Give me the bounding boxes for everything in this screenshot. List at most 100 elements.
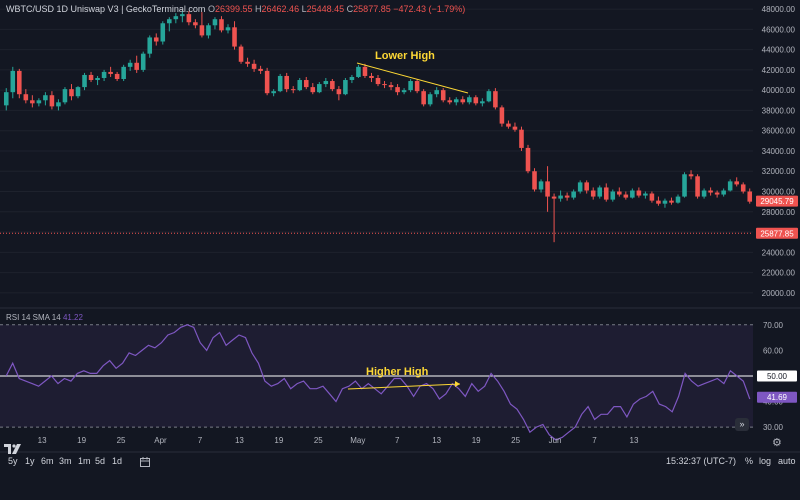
candle [186, 11, 192, 26]
candle-body [3, 92, 9, 106]
candle-body [199, 25, 205, 36]
candle-body [323, 81, 329, 85]
close-value: 25877.85 [353, 4, 391, 14]
range-1y-button[interactable]: 1y [25, 456, 35, 466]
calendar-icon[interactable] [140, 457, 150, 467]
time-tick-label: May [350, 436, 365, 445]
candle-body [193, 22, 198, 26]
candle-body [747, 191, 753, 202]
candle-body [434, 90, 439, 95]
candle-body [656, 200, 661, 204]
candle [493, 88, 498, 110]
range-5d-button[interactable]: 5d [95, 456, 106, 466]
price-tick-label: 32000.00 [762, 167, 796, 176]
candle [199, 12, 205, 38]
symbol-name[interactable]: WBTC/USD [6, 4, 54, 14]
candle [382, 81, 387, 89]
candle-body [238, 46, 244, 62]
range-1m-button[interactable]: 1m [78, 456, 91, 466]
tradingview-logo-icon[interactable] [4, 444, 22, 454]
candle-body [303, 80, 309, 88]
candle [564, 192, 570, 201]
candle-body [62, 89, 68, 103]
candle-body [662, 200, 668, 204]
candle-body [467, 97, 472, 103]
rsi-legend[interactable]: RSI 14 SMA 14 41.22 [6, 313, 83, 322]
price-axis[interactable]: 48000.00 46000.00 44000.00 42000.00 40000.00… [756, 5, 798, 298]
candle-body [212, 19, 218, 26]
price-pane[interactable] [0, 8, 753, 294]
range-1d-button[interactable]: 1d [112, 456, 123, 466]
interval-label[interactable]: 1D [56, 4, 69, 14]
candle-body [232, 27, 237, 47]
candle-body [427, 94, 433, 105]
candle [173, 13, 179, 24]
candle-body [56, 102, 61, 107]
candle-body [597, 187, 603, 197]
rsi-pane[interactable] [0, 324, 753, 441]
candle-body [206, 25, 211, 36]
candle [388, 82, 394, 91]
rsi-legend-label[interactable]: RSI 14 SMA 14 [6, 313, 61, 322]
range-3m-button[interactable]: 3m [59, 456, 72, 466]
candle [212, 17, 218, 30]
range-6m-button[interactable]: 6m [41, 456, 54, 466]
candle [427, 92, 433, 107]
open-value: 26399.55 [214, 4, 253, 14]
time-axis[interactable]: 13 19 25 Apr 7 13 19 25 May 7 13 19 25 Jun 7 13 [38, 436, 639, 445]
candle [447, 97, 453, 105]
last-close-badge: 25877.85 [756, 227, 798, 239]
candle [245, 57, 250, 67]
candle [649, 191, 655, 203]
candle-body [180, 14, 185, 17]
candle-body [558, 195, 563, 199]
candle [519, 126, 524, 151]
last-price-value: 29045.79 [760, 197, 794, 206]
candle-body [395, 87, 400, 93]
rsi-value: 41.69 [767, 393, 788, 402]
candle-body [669, 200, 674, 203]
candle [734, 177, 739, 187]
candle-body [36, 100, 42, 104]
symbol-legend[interactable]: WBTC/USD 1D Uniswap V3 | GeckoTerminal.c… [6, 4, 465, 14]
candle [349, 74, 355, 84]
candle [264, 67, 270, 96]
candle [160, 21, 166, 45]
percent-toggle[interactable]: % [745, 456, 754, 466]
candle-body [447, 100, 453, 103]
auto-toggle[interactable]: auto [778, 456, 796, 466]
candle-body [356, 66, 361, 77]
candle [584, 180, 589, 194]
candle [219, 16, 224, 33]
candle [36, 98, 42, 107]
candle-body [388, 85, 394, 88]
price-tick-label: 40000.00 [762, 86, 796, 95]
double-chevron-right-icon[interactable]: » [735, 418, 749, 431]
range-5y-button[interactable]: 5y [8, 456, 18, 466]
candle [473, 95, 479, 106]
candle [721, 188, 726, 197]
clock-time[interactable]: 15:32:37 (UTC-7) [666, 456, 737, 466]
gear-icon[interactable]: ⚙ [772, 437, 782, 449]
log-toggle[interactable]: log [759, 456, 772, 466]
candle-body [88, 74, 94, 81]
candle [69, 84, 74, 101]
candle [153, 33, 159, 46]
candle [440, 88, 446, 103]
candle [538, 179, 544, 193]
price-tick-label: 20000.00 [762, 289, 796, 298]
candle [140, 51, 146, 72]
candle [206, 23, 211, 39]
candle [590, 187, 596, 200]
candle [623, 191, 629, 200]
candle-body [493, 91, 498, 108]
candle [17, 68, 22, 99]
candle-body [708, 190, 713, 193]
candle [49, 91, 55, 110]
candle-body [251, 63, 257, 69]
candle-body [649, 193, 655, 201]
rsi-value-badge: 41.69 [757, 391, 797, 403]
candle-body [551, 196, 557, 199]
